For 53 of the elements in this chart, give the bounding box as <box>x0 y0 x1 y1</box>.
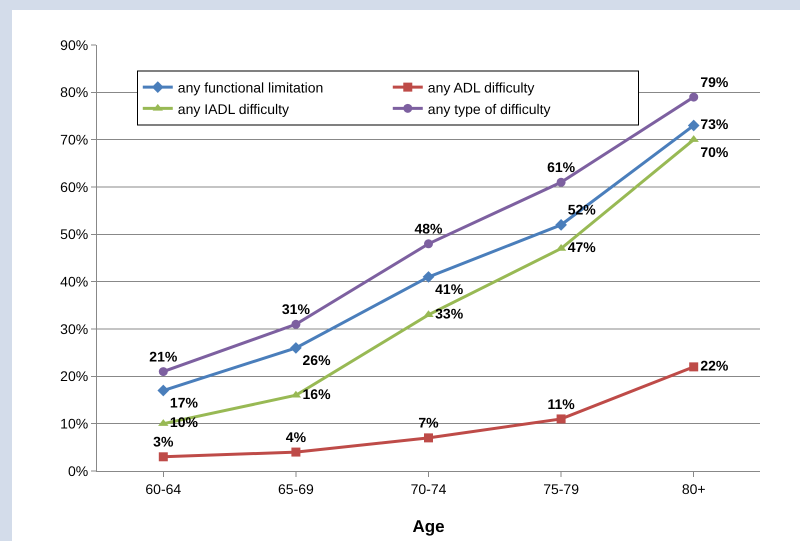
y-tick-label: 20% <box>60 368 88 384</box>
data-label: 11% <box>547 396 576 412</box>
data-label: 17% <box>170 394 198 411</box>
data-label: 61% <box>547 159 576 176</box>
data-label: 4% <box>286 428 307 445</box>
point <box>290 342 302 354</box>
point <box>291 320 300 329</box>
point <box>688 120 700 132</box>
data-label: 31% <box>282 301 310 318</box>
data-label: 70% <box>700 144 729 160</box>
y-tick-label: 60% <box>60 178 88 195</box>
point <box>157 384 170 396</box>
data-label: 16% <box>302 386 332 402</box>
y-tick-label: 70% <box>60 132 88 148</box>
point <box>556 178 566 187</box>
data-label: 22% <box>700 357 729 374</box>
point <box>422 271 434 283</box>
y-tick-label: 40% <box>60 274 88 290</box>
point <box>424 433 433 442</box>
legend-label: any functional limitation <box>178 80 324 96</box>
data-label: 41% <box>435 281 464 298</box>
y-tick-label: 10% <box>60 416 88 432</box>
y-tick-label: 50% <box>60 226 88 242</box>
data-label: 79% <box>700 74 729 90</box>
point <box>689 92 698 102</box>
legend-label: any ADL difficulty <box>428 80 534 96</box>
data-label: 48% <box>414 220 444 237</box>
point <box>689 362 698 372</box>
data-label: 47% <box>568 239 596 256</box>
y-tick-label: 30% <box>60 320 88 337</box>
data-label: 21% <box>149 348 178 364</box>
point <box>158 367 168 376</box>
x-tick-label: 60-64 <box>145 480 182 497</box>
y-tick-label: 0% <box>68 462 88 479</box>
point <box>424 239 433 248</box>
x-tick-label: 70-74 <box>410 480 447 497</box>
data-label: 73% <box>700 116 729 132</box>
x-tick-label: 75-79 <box>543 480 580 497</box>
point <box>556 414 566 424</box>
x-tick-label: 80+ <box>682 480 706 497</box>
legend-label: any type of difficulty <box>428 100 550 117</box>
x-axis-title: Age <box>412 517 445 536</box>
point <box>158 452 168 462</box>
data-label: 33% <box>435 305 464 322</box>
point <box>291 448 300 457</box>
data-label: 3% <box>153 434 174 450</box>
data-label: 26% <box>302 352 332 368</box>
legend-label: any IADL difficulty <box>178 100 290 117</box>
y-tick-label: 90% <box>60 36 88 53</box>
data-label: 7% <box>418 414 440 431</box>
x-tick-label: 65-69 <box>278 480 314 497</box>
y-tick-label: 80% <box>60 84 88 100</box>
point <box>555 219 567 231</box>
